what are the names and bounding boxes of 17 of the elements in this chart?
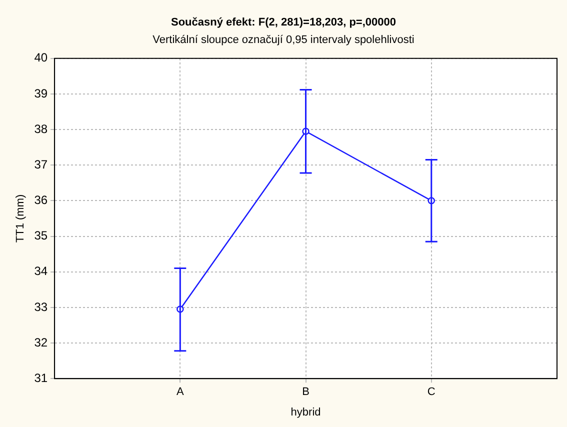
y-tick-label: 33 (34, 300, 48, 314)
x-tick-label: A (176, 386, 184, 398)
x-tick-label: C (427, 386, 436, 398)
chart-title: Současný efekt: F(2, 281)=18,203, p=,00000 (170, 16, 396, 29)
y-tick-label: 39 (34, 86, 48, 100)
y-tick-label: 36 (34, 193, 48, 208)
y-axis-title: TT1 (mm) (14, 194, 27, 243)
y-tick-label: 35 (34, 228, 48, 243)
y-tick-label: 38 (34, 122, 48, 136)
chart-subtitle: Vertikální sloupce označují 0,95 intervaly spolehlivosti (152, 34, 414, 46)
y-tick-label: 32 (34, 335, 48, 350)
x-axis-title: hybrid (290, 406, 321, 418)
y-tick-label: 31 (34, 370, 48, 385)
x-tick-label: B (302, 386, 310, 398)
y-tick-label: 37 (34, 157, 48, 172)
y-tick-label: 34 (34, 264, 48, 278)
y-tick-label: 40 (34, 50, 48, 65)
